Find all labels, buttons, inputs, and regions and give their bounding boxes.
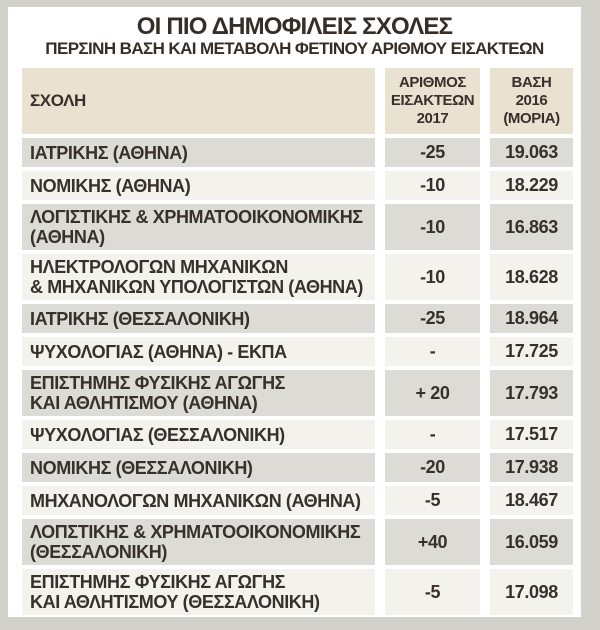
admissions-change-cell: -	[385, 420, 480, 449]
school-cell: ΝΟΜΙΚΗΣ (ΘΕΣΣΑΛΟΝΙΚΗ)	[22, 453, 375, 482]
table-row: ΨΥΧΟΛΟΓΙΑΣ (ΘΕΣΣΑΛΟΝΙΚΗ) - 17.517	[22, 420, 573, 449]
school-cell: ΕΠΙΣΤΗΜΗΣ ΦΥΣΙΚΗΣ ΑΓΩΓΗΣ ΚΑΙ ΑΘΛΗΤΙΣΜΟΥ …	[22, 370, 375, 416]
school-cell: ΛΟΠΣΤΙΚΗΣ & ΧΡΗΜΑΤΟΟΙΚΟΝΟΜΙΚΗΣ (ΘΕΣΣΑΛΟΝ…	[22, 519, 375, 565]
school-cell: ΝΟΜΙΚΗΣ (ΑΘΗΝΑ)	[22, 171, 375, 200]
base-score-cell: 18.964	[490, 304, 573, 333]
content-panel: ΟΙ ΠΙΟ ΔΗΜΟΦΙΛΕΙΣ ΣΧΟΛΕΣ ΠΕΡΣΙΝΗ ΒΑΣΗ ΚΑ…	[8, 7, 581, 617]
base-score-cell: 18.628	[490, 254, 573, 300]
school-cell: ΨΥΧΟΛΟΓΙΑΣ (ΑΘΗΝΑ) - ΕΚΠΑ	[22, 337, 375, 366]
admissions-change-cell: -	[385, 337, 480, 366]
school-cell: ΕΠΙΣΤΗΜΗΣ ΦΥΣΙΚΗΣ ΑΓΩΓΗΣ ΚΑΙ ΑΘΛΗΤΙΣΜΟΥ …	[22, 569, 375, 615]
admissions-change-cell: + 20	[385, 370, 480, 416]
schools-table: ΣΧΟΛΗ ΑΡΙΘΜΟΣ ΕΙΣΑΚΤΕΩΝ 2017 ΒΑΣΗ 2016 (…	[22, 68, 573, 615]
school-cell: ΙΑΤΡΙΚΗΣ (ΘΕΣΣΑΛΟΝΙΚΗ)	[22, 304, 375, 333]
school-cell: ΗΛΕΚΤΡΟΛΟΓΩΝ ΜΗΧΑΝΙΚΩΝ & ΜΗΧΑΝΙΚΩΝ ΥΠΟΛΟ…	[22, 254, 375, 300]
table-row: ΨΥΧΟΛΟΓΙΑΣ (ΑΘΗΝΑ) - ΕΚΠΑ - 17.725	[22, 337, 573, 366]
column-header-base-2016: ΒΑΣΗ 2016 (ΜΟΡΙΑ)	[490, 68, 573, 134]
column-header-school: ΣΧΟΛΗ	[22, 68, 375, 134]
table-header-row: ΣΧΟΛΗ ΑΡΙΘΜΟΣ ΕΙΣΑΚΤΕΩΝ 2017 ΒΑΣΗ 2016 (…	[22, 68, 573, 134]
school-cell: ΜΗΧΑΝΟΛΟΓΩΝ ΜΗΧΑΝΙΚΩΝ (ΑΘΗΝΑ)	[22, 486, 375, 515]
table-row: ΛΟΠΣΤΙΚΗΣ & ΧΡΗΜΑΤΟΟΙΚΟΝΟΜΙΚΗΣ (ΘΕΣΣΑΛΟΝ…	[22, 519, 573, 565]
base-score-cell: 17.938	[490, 453, 573, 482]
school-cell: ΨΥΧΟΛΟΓΙΑΣ (ΘΕΣΣΑΛΟΝΙΚΗ)	[22, 420, 375, 449]
admissions-change-cell: -10	[385, 204, 480, 250]
base-score-cell: 19.063	[490, 138, 573, 167]
admissions-change-cell: -20	[385, 453, 480, 482]
table-row: ΙΑΤΡΙΚΗΣ (ΑΘΗΝΑ) -25 19.063	[22, 138, 573, 167]
page-subtitle: ΠΕΡΣΙΝΗ ΒΑΣΗ ΚΑΙ ΜΕΤΑΒΟΛΗ ΦΕΤΙΝΟΥ ΑΡΙΘΜΟ…	[45, 39, 544, 58]
base-score-cell: 17.517	[490, 420, 573, 449]
admissions-change-cell: -10	[385, 254, 480, 300]
school-cell: ΙΑΤΡΙΚΗΣ (ΑΘΗΝΑ)	[22, 138, 375, 167]
base-score-cell: 16.863	[490, 204, 573, 250]
table-row: ΕΠΙΣΤΗΜΗΣ ΦΥΣΙΚΗΣ ΑΓΩΓΗΣ ΚΑΙ ΑΘΛΗΤΙΣΜΟΥ …	[22, 370, 573, 416]
table-row: ΝΟΜΙΚΗΣ (ΑΘΗΝΑ) -10 18.229	[22, 171, 573, 200]
table-row: ΙΑΤΡΙΚΗΣ (ΘΕΣΣΑΛΟΝΙΚΗ) -25 18.964	[22, 304, 573, 333]
school-cell: ΛΟΓΙΣΤΙΚΗΣ & ΧΡΗΜΑΤΟΟΙΚΟΝΟΜΙΚΗΣ (ΑΘΗΝΑ)	[22, 204, 375, 250]
column-header-admissions-change: ΑΡΙΘΜΟΣ ΕΙΣΑΚΤΕΩΝ 2017	[385, 68, 480, 134]
base-score-cell: 18.229	[490, 171, 573, 200]
base-score-cell: 17.725	[490, 337, 573, 366]
admissions-change-cell: -25	[385, 138, 480, 167]
table-row: ΜΗΧΑΝΟΛΟΓΩΝ ΜΗΧΑΝΙΚΩΝ (ΑΘΗΝΑ) -5 18.467	[22, 486, 573, 515]
admissions-change-cell: +40	[385, 519, 480, 565]
base-score-cell: 18.467	[490, 486, 573, 515]
base-score-cell: 17.793	[490, 370, 573, 416]
admissions-change-cell: -25	[385, 304, 480, 333]
admissions-change-cell: -5	[385, 486, 480, 515]
page-title: ΟΙ ΠΙΟ ΔΗΜΟΦΙΛΕΙΣ ΣΧΟΛΕΣ	[136, 13, 453, 40]
table-row: ΕΠΙΣΤΗΜΗΣ ΦΥΣΙΚΗΣ ΑΓΩΓΗΣ ΚΑΙ ΑΘΛΗΤΙΣΜΟΥ …	[22, 569, 573, 615]
admissions-change-cell: -5	[385, 569, 480, 615]
base-score-cell: 17.098	[490, 569, 573, 615]
admissions-change-cell: -10	[385, 171, 480, 200]
table-row: ΛΟΓΙΣΤΙΚΗΣ & ΧΡΗΜΑΤΟΟΙΚΟΝΟΜΙΚΗΣ (ΑΘΗΝΑ) …	[22, 204, 573, 250]
table-row: ΝΟΜΙΚΗΣ (ΘΕΣΣΑΛΟΝΙΚΗ) -20 17.938	[22, 453, 573, 482]
table-row: ΗΛΕΚΤΡΟΛΟΓΩΝ ΜΗΧΑΝΙΚΩΝ & ΜΗΧΑΝΙΚΩΝ ΥΠΟΛΟ…	[22, 254, 573, 300]
base-score-cell: 16.059	[490, 519, 573, 565]
